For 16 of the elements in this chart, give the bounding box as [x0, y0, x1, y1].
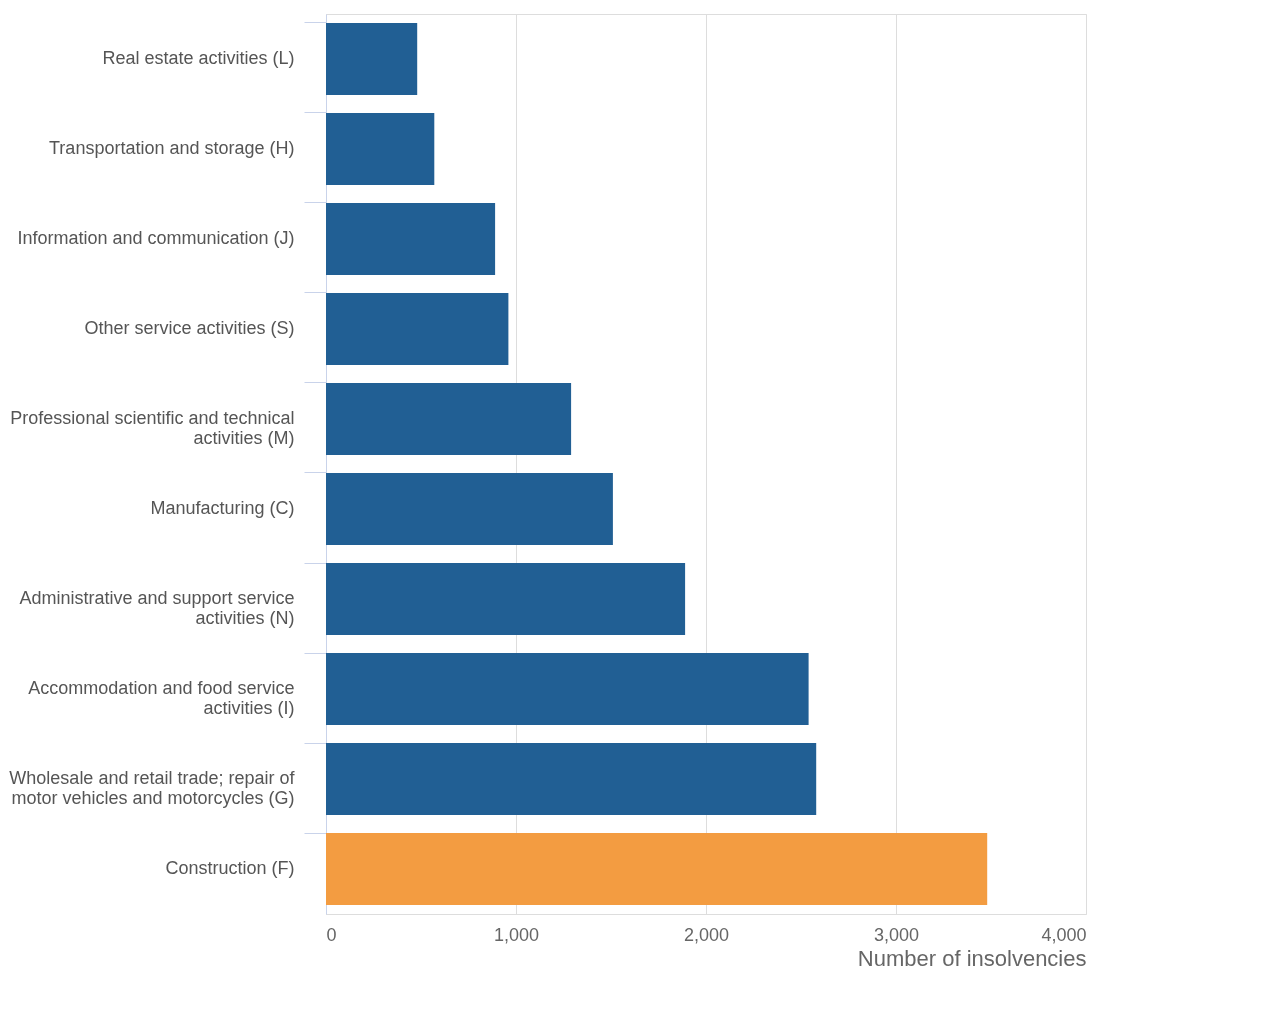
x-tick-label: 1,000 — [493, 924, 540, 945]
x-tick-label: 2,000 — [683, 924, 730, 945]
y-tick-label: Transportation and storage (H) — [49, 138, 295, 158]
x-tick-label: 3,000 — [873, 924, 920, 945]
y-tick-label: Accommodation and food service activities (I) — [28, 678, 295, 718]
y-tick-label: Administrative and support service activities (N) — [19, 588, 295, 628]
y-tick-label: Wholesale and retail trade; repair of motor vehicles and motorcycles (G) — [9, 768, 296, 808]
y-tick-label: Manufacturing (C) — [150, 498, 295, 518]
x-tick-label: 0 — [326, 924, 337, 945]
y-tick-label: Professional scientific and technical activities (M) — [10, 408, 295, 448]
y-tick-label: Construction (F) — [165, 858, 295, 878]
y-tick-label: Other service activities (S) — [84, 318, 295, 338]
x-tick-label: 4,000 — [1041, 924, 1087, 945]
y-tick-label: Real estate activities (L) — [102, 48, 295, 68]
x-axis-title: Number of insolvencies — [857, 945, 1087, 971]
y-tick-label: Information and communication (J) — [17, 228, 295, 248]
